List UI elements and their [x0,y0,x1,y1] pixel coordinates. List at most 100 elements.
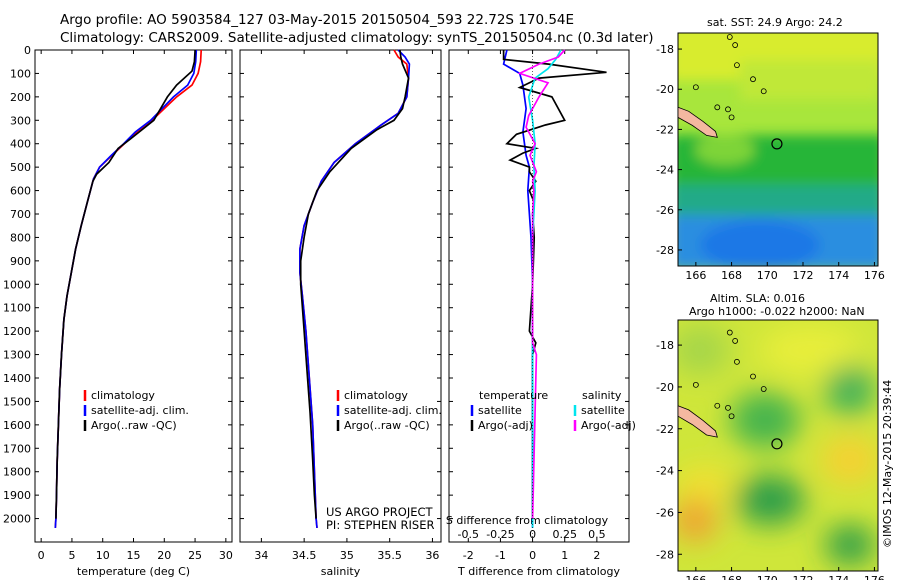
sst_map-lon-label: 174 [828,269,849,282]
sst_map-lat-label: -20 [656,83,674,96]
sla_map-island-outline [726,329,733,336]
temperature-xlabel: temperature (deg C) [77,565,190,578]
temperature-xtick-label: 5 [68,549,75,562]
sla_map-lon-label: 174 [828,574,849,580]
sst_map-lon-label: 166 [685,269,706,282]
salinity-xlabel: salinity [321,565,361,578]
salinity-diff-tick-label: 0 [529,528,536,541]
depth-tick-label: 600 [10,185,31,198]
salinity-diff-tick-label: -0.25 [486,528,514,541]
sst-map-title: sat. SST: 24.9 Argo: 24.2 [707,16,843,29]
sla_map-lon-label: 176 [864,574,885,580]
salinity-xtick-label: 35.5 [377,549,402,562]
salinity-profile-chart: 34 34.5 35 35.5 36 salinity climatology satelli… [239,49,442,578]
sla_map-island-outline [728,413,735,420]
sla_map-lon-label: 166 [685,574,706,580]
sla_map-island-outline [692,381,699,388]
sst_map-island-outline [692,84,699,91]
sst_map-lat-label: -18 [656,43,674,56]
difference-legend-label: satellite [581,404,625,417]
depth-tick-label: 0 [24,44,31,57]
depth-tick-label: 1700 [3,442,31,455]
depth-tick-label: 1500 [3,395,31,408]
depth-tick-label: 900 [10,255,31,268]
difference-plot-frame [448,49,630,543]
temperature-plot-frame [34,49,233,543]
sla_map-lat-label: -20 [656,381,674,394]
legend-temperature-title: temperature [479,389,548,402]
sla_map-island-outline [725,404,731,411]
depth-tick-label: 1400 [3,372,31,385]
legend-salinity-title: salinity [582,389,622,402]
sla_map-lat-label: -18 [656,339,674,352]
depth-tick-label: 2000 [3,513,31,526]
difference-xtick-label: 2 [593,549,600,562]
sla_map-island-outline [750,373,756,380]
title-line-1: Argo profile: AO 5903584_127 03-May-2015… [60,12,574,28]
sst_map-lat-label: -26 [656,204,674,217]
sst-map: sat. SST: 24.9 Argo: 24.2 [677,16,879,267]
depth-tick-label: 1600 [3,419,31,432]
sst_map-island-outline [725,106,731,113]
temperature-xtick-label: 10 [96,549,110,562]
sst_map-argo-float-marker [771,138,783,150]
sla_map-lon-label: 172 [793,574,814,580]
sla_map-argo-float-marker [771,438,783,450]
depth-tick-label: 1800 [3,466,31,479]
salinity-diff-axis-label: S difference from climatology [446,514,609,527]
sla_map-lat-label: -24 [656,465,674,478]
salinity-xtick-label: 34 [254,549,268,562]
difference-legend-label: satellite [478,404,522,417]
depth-tick-label: 400 [10,138,31,151]
difference-legend-label: Argo(-adj) [478,419,533,432]
sst_map-island-outline [714,104,721,111]
difference-xtick-label: -1 [495,549,506,562]
depth-tick-label: 1000 [3,278,31,291]
sst_map-lat-label: -22 [656,123,674,136]
difference-profile-chart: -2 -1 0 1 2 T difference from climatology -0.5… [446,49,636,578]
salinity-diff-tick-label: 0.5 [588,528,606,541]
depth-tick-label: 500 [10,161,31,174]
difference-xtick-label: -2 [463,549,474,562]
depth-tick-label: 700 [10,208,31,221]
sla_map-new-caledonia-landmass [677,405,718,438]
sla_map-lat-label: -26 [656,506,674,519]
temperature-xtick-label: 0 [38,549,45,562]
difference-xlabel: T difference from climatology [457,565,620,578]
sst_map-lat-label: -24 [656,164,674,177]
sst_map-lat-label: -28 [656,244,674,257]
sst_map-lon-label: 170 [757,269,778,282]
difference-xtick-label: 1 [561,549,568,562]
sst_map-lon-label: 176 [864,269,885,282]
salinity-xtick-label: 36 [425,549,439,562]
sst_map-lon-label: 172 [793,269,814,282]
depth-tick-label: 300 [10,114,31,127]
sst_map-axes: 166 168 170 172 174 176 -18 -20 -22 -24 -26 -28 [656,34,885,282]
temperature-xtick-label: 15 [127,549,141,562]
difference-xtick-label: 0 [529,549,536,562]
sla_map-lat-label: -22 [656,423,674,436]
sst_map-island-outline [728,114,735,121]
temperature-legend-label: climatology [91,389,155,402]
project-credit: US ARGO PROJECT [326,505,434,519]
sla_map-island-outline [760,386,767,392]
temperature-xtick-label: 25 [188,549,202,562]
sla_map-island-outline [734,358,740,365]
sla_map-lon-label: 170 [757,574,778,580]
salinity-series-argo-raw-qc [299,49,410,519]
sst_map-new-caledonia-landmass [677,106,718,138]
sst_map-island-outline [760,88,767,95]
temperature-xtick-label: 30 [219,549,233,562]
temperature-legend-label: Argo(..raw -QC) [91,419,177,432]
salinity-xtick-label: 34.5 [292,549,317,562]
sst_map-island-outline [732,42,739,48]
sla_map-axes: 166 168 170 172 174 176 -18 -20 -22 -24 -26 -28 [656,329,885,580]
sst_map-island-outline [750,76,756,83]
salinity-xtick-label: 35 [340,549,354,562]
sla-map: Altim. SLA: 0.016 Argo h1000: -0.022 h20… [677,292,879,572]
salinity-diff-tick-label: -0.5 [458,528,479,541]
temperature-profile-chart: 0100200300400500600700800900100011001200… [3,44,233,578]
imos-timestamp: ©IMOS 12-May-2015 20:39:44 [881,380,894,548]
difference-legend-label: Argo(-adj) [581,419,636,432]
